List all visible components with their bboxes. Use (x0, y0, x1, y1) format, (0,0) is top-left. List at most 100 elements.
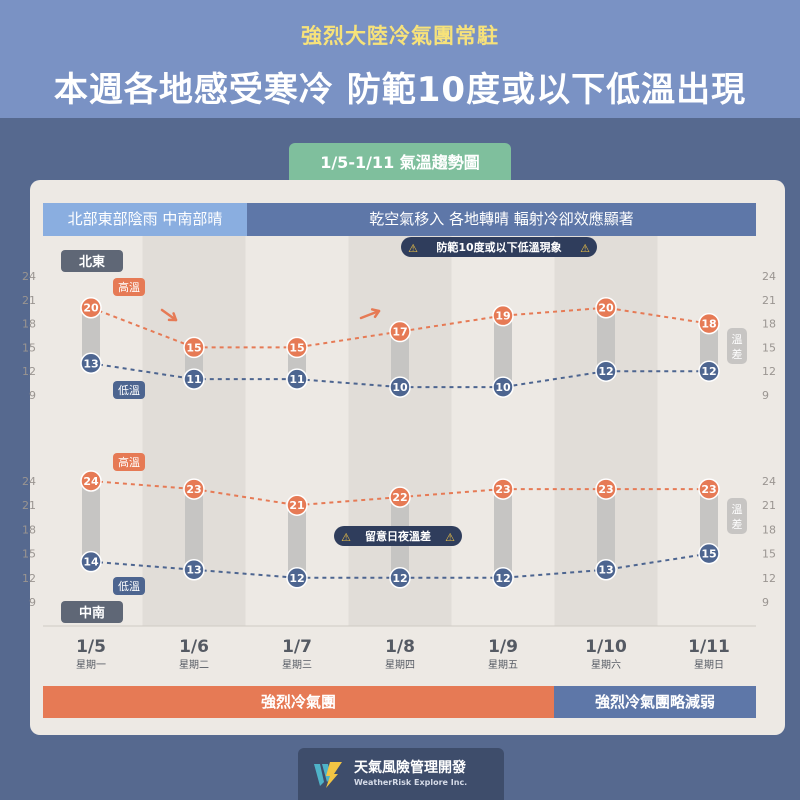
weatherrisk-logo-icon (314, 762, 342, 788)
temp-diff-tag (727, 328, 747, 364)
brand-name-en: WeatherRisk Explore Inc. (354, 778, 468, 787)
x-tick-weekday: 星期一 (76, 659, 106, 671)
high-temp-value: 19 (495, 310, 510, 323)
y-tick-right: 15 (762, 548, 776, 561)
low-temp-value: 13 (83, 357, 98, 370)
y-axis-ticks: 24 24 21 21 18 18 15 15 12 12 9 9 24 24 21 21 18 18 15 15 12… (22, 270, 776, 609)
low-temp-value: 11 (186, 373, 201, 386)
high-temp-value: 23 (186, 483, 201, 496)
y-tick-right: 18 (762, 523, 776, 536)
range-bar (288, 505, 306, 578)
low-temp-value: 12 (495, 572, 510, 585)
low-temp-value: 15 (701, 548, 716, 561)
x-tick-date: 1/10 (585, 637, 627, 657)
y-tick-left: 24 (22, 475, 36, 488)
range-bar (494, 489, 512, 578)
temp-diff-tag-label: 差 (732, 517, 743, 531)
high-temp-point (492, 478, 514, 500)
low-temp-point (80, 352, 102, 375)
y-tick-left: 18 (22, 318, 36, 331)
high-temp-value: 24 (83, 475, 99, 488)
x-tick-date: 1/5 (76, 637, 106, 657)
low-temp-value: 13 (186, 564, 201, 577)
low-temp-value: 12 (289, 572, 304, 585)
y-tick-right: 18 (762, 318, 776, 331)
high-temp-point (286, 494, 308, 516)
y-tick-right: 21 (762, 499, 776, 512)
weather-bar-left: 北部東部陰雨 中南部晴 (43, 203, 247, 236)
high-temp-value: 17 (392, 326, 407, 339)
x-tick-weekday: 星期六 (591, 659, 621, 671)
low-temp-value: 10 (495, 381, 511, 394)
low-temp-point (698, 360, 720, 382)
temp-diff-tag-label: 差 (732, 347, 743, 361)
y-tick-left: 15 (22, 548, 36, 561)
range-bar (391, 331, 409, 388)
low-temp-point (389, 567, 411, 589)
trend-down-arrow-icon-head (167, 312, 178, 322)
y-tick-right: 24 (762, 270, 776, 283)
region-tag (61, 250, 123, 272)
high-temp-tag-label: 高溫 (118, 455, 140, 469)
x-tick-weekday: 星期二 (179, 659, 209, 671)
trend-up-arrow-icon (359, 309, 381, 320)
range-bar (82, 307, 100, 364)
high-temp-value: 23 (495, 483, 510, 496)
high-temp-value: 20 (598, 302, 614, 315)
high-temp-point (595, 296, 617, 319)
high-temp-point (389, 486, 411, 508)
high-temp-tag (113, 453, 145, 471)
x-tick-date: 1/9 (488, 637, 518, 657)
data-points: 20 15 15 17 19 20 18 13 11 11 10 10 12 12 24 23 21 22 23 23… (80, 296, 720, 589)
y-tick-right: 9 (762, 596, 769, 609)
low-temp-point (595, 558, 617, 581)
date-range-tab: 1/5-1/11 氣溫趨勢圖 (289, 143, 511, 183)
region-tag (61, 601, 123, 623)
high-temp-tag (113, 278, 145, 296)
x-tick-weekday: 星期日 (694, 659, 724, 671)
high-temp-value: 21 (289, 499, 304, 512)
y-tick-right: 21 (762, 294, 776, 307)
y-tick-left: 24 (22, 270, 36, 283)
x-tick-date: 1/11 (688, 637, 730, 657)
low-temp-point (183, 558, 205, 581)
y-tick-left: 12 (22, 572, 36, 585)
weather-bar-right: 乾空氣移入 各地轉晴 輻射冷卻效應顯著 (247, 203, 756, 236)
x-tick-weekday: 星期五 (488, 659, 518, 671)
low-temp-point (183, 368, 205, 390)
high-temp-point (183, 336, 205, 359)
low-temp-value: 11 (289, 373, 304, 386)
x-tick-date: 1/7 (282, 637, 312, 657)
low-temp-value: 12 (392, 572, 407, 585)
y-tick-left: 9 (29, 596, 36, 609)
low-temp-value: 12 (598, 365, 613, 378)
y-tick-right: 12 (762, 572, 776, 585)
temp-diff-tag (727, 498, 747, 534)
range-bar (185, 489, 203, 570)
high-temp-value: 15 (289, 341, 304, 354)
x-tick-date: 1/6 (179, 637, 209, 657)
high-temp-value: 20 (83, 302, 99, 315)
header-banner: 強烈大陸冷氣團常駐 本週各地感受寒冷 防範10度或以下低溫出現 (0, 0, 800, 118)
warning-pill (401, 237, 597, 257)
range-bar (494, 315, 512, 388)
high-temp-tag-label: 高溫 (118, 280, 140, 294)
y-tick-left: 15 (22, 341, 36, 354)
low-temp-point (492, 567, 514, 589)
warning-icon: ⚠ (445, 531, 455, 544)
range-bar (700, 489, 718, 554)
low-temp-tag-label: 低溫 (118, 383, 140, 397)
high-temp-point (80, 470, 102, 492)
warning-pill (334, 526, 462, 546)
low-temp-value: 13 (598, 564, 613, 577)
low-temp-value: 14 (83, 556, 99, 569)
high-temp-value: 23 (701, 483, 716, 496)
high-temp-point (492, 304, 514, 327)
column-bands (43, 236, 756, 627)
trend-up-arrow-icon-head (370, 308, 381, 319)
y-tick-left: 9 (29, 389, 36, 402)
x-tick-date: 1/8 (385, 637, 415, 657)
temp-diff-tag-label: 溫 (732, 502, 743, 516)
x-tick-weekday: 星期三 (282, 659, 312, 671)
